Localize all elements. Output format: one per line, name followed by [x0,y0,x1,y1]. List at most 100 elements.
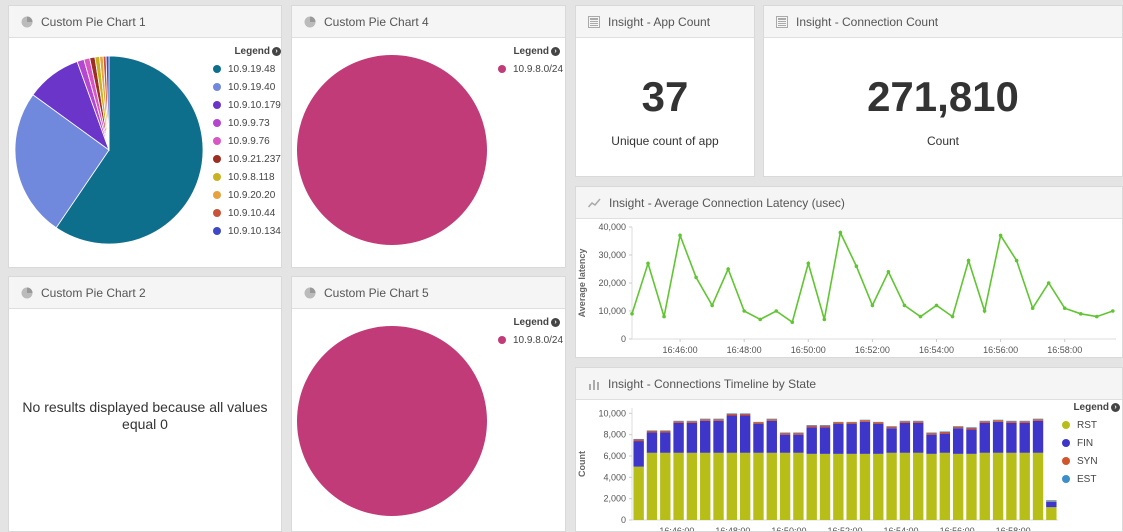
data-point[interactable] [918,314,923,319]
bar-segment-syn[interactable] [660,430,671,433]
bar-segment-fin[interactable] [979,422,990,453]
data-point[interactable] [1078,312,1083,316]
bar-segment-rst[interactable] [979,452,990,520]
data-point[interactable] [838,230,843,235]
legend-item[interactable]: 10.9.10.44 [213,204,281,222]
bar-segment-rst[interactable] [873,453,884,520]
bar-segment-fin[interactable] [1046,501,1057,508]
bar-segment-syn[interactable] [633,439,644,442]
bar-segment-est[interactable] [833,421,844,423]
data-point[interactable] [1094,314,1099,319]
bar-segment-fin[interactable] [673,422,684,453]
legend-item[interactable]: RST [1062,416,1120,434]
legend-item[interactable]: 10.9.19.40 [213,78,281,96]
pie-chart[interactable] [292,309,497,531]
bar-segment-est[interactable] [766,418,777,420]
bar-segment-rst[interactable] [700,452,711,520]
bar-segment-fin[interactable] [952,428,964,454]
bar-segment-syn[interactable] [726,413,738,416]
bar-segment-est[interactable] [952,426,964,427]
bar-segment-est[interactable] [753,421,764,423]
bar-segment-rst[interactable] [753,452,764,520]
data-point[interactable] [1110,309,1115,313]
legend-toggle[interactable]: Legend › [498,317,560,328]
bar-segment-fin[interactable] [793,434,804,453]
data-point[interactable] [822,317,827,322]
legend-toggle[interactable]: Legend › [213,46,281,57]
legend-item[interactable]: 10.9.10.134 [213,222,281,240]
panel-header[interactable]: Insight - App Count [576,6,754,38]
bar-segment-rst[interactable] [1006,452,1017,520]
bar-segment-fin[interactable] [753,424,764,453]
bar-segment-est[interactable] [646,430,658,431]
bar-segment-rst[interactable] [886,452,897,520]
bar-segment-est[interactable] [1019,420,1030,422]
bar-segment-syn[interactable] [899,421,911,423]
bar-segment-rst[interactable] [766,452,777,520]
bar-segment-rst[interactable] [686,452,698,520]
bar-segment-syn[interactable] [739,413,751,416]
bar-segment-syn[interactable] [846,422,857,424]
bar-segment-rst[interactable] [939,452,951,520]
bar-segment-fin[interactable] [700,420,711,453]
bar-segment-rst[interactable] [646,452,658,520]
bar-segment-fin[interactable] [966,429,977,454]
bar-segment-fin[interactable] [1032,420,1044,453]
bar-segment-est[interactable] [966,427,977,428]
pie-chart[interactable] [292,38,497,258]
bar-segment-fin[interactable] [806,427,817,454]
data-point[interactable] [806,261,811,266]
bar-segment-rst[interactable] [673,452,684,520]
bar-segment-fin[interactable] [859,421,871,454]
bar-segment-rst[interactable] [726,452,738,520]
bar-segment-est[interactable] [926,432,937,434]
bar-segment-rst[interactable] [966,453,977,520]
bar-segment-fin[interactable] [992,421,1004,453]
legend-item[interactable]: 10.9.8.118 [213,168,281,186]
bar-segment-est[interactable] [913,420,924,422]
data-point[interactable] [1030,306,1035,310]
data-point[interactable] [1046,281,1051,285]
bar-segment-rst[interactable] [819,453,831,520]
pie-chart[interactable] [9,38,209,258]
bar-segment-est[interactable] [886,426,897,427]
bar-segment-est[interactable] [686,420,698,422]
bar-segment-est[interactable] [939,431,951,432]
bar-segment-est[interactable] [1006,420,1017,422]
bar-segment-syn[interactable] [686,421,698,423]
bar-segment-est[interactable] [859,419,871,421]
data-point[interactable] [630,312,634,316]
bar-segment-rst[interactable] [713,452,724,520]
bar-segment-fin[interactable] [1019,422,1030,453]
data-point[interactable] [1062,306,1067,310]
bar-segment-est[interactable] [673,420,684,422]
bar-segment-syn[interactable] [952,426,964,429]
legend-item[interactable]: 10.9.20.20 [213,186,281,204]
bar-segment-rst[interactable] [992,452,1004,520]
data-point[interactable] [742,309,746,313]
bar-segment-syn[interactable] [713,419,724,421]
bar-segment-est[interactable] [819,425,831,426]
bar-segment-rst[interactable] [952,453,964,520]
bar-segment-syn[interactable] [873,422,884,424]
data-point[interactable] [950,314,955,319]
pie-slice[interactable] [14,94,110,229]
bar-segment-syn[interactable] [1046,501,1057,502]
bar-segment-rst[interactable] [779,452,791,520]
data-point[interactable] [662,314,666,319]
bar-segment-fin[interactable] [660,432,671,453]
bar-segment-syn[interactable] [753,422,764,424]
bar-segment-fin[interactable] [913,422,924,453]
bar-segment-est[interactable] [806,425,817,426]
bar-segment-rst[interactable] [833,453,844,520]
legend-item[interactable]: 10.9.10.179 [213,96,281,114]
panel-header[interactable]: Insight - Connections Timeline by State [576,368,1122,400]
bar-segment-fin[interactable] [766,420,777,453]
pie-slice[interactable] [297,55,487,245]
bar-segment-rst[interactable] [1046,507,1057,520]
bar-segment-est[interactable] [726,413,738,414]
pie-slice[interactable] [297,326,487,516]
legend-item[interactable]: 10.9.9.76 [213,132,281,150]
legend-toggle[interactable]: Legend › [1062,402,1120,413]
data-point[interactable] [902,303,907,308]
